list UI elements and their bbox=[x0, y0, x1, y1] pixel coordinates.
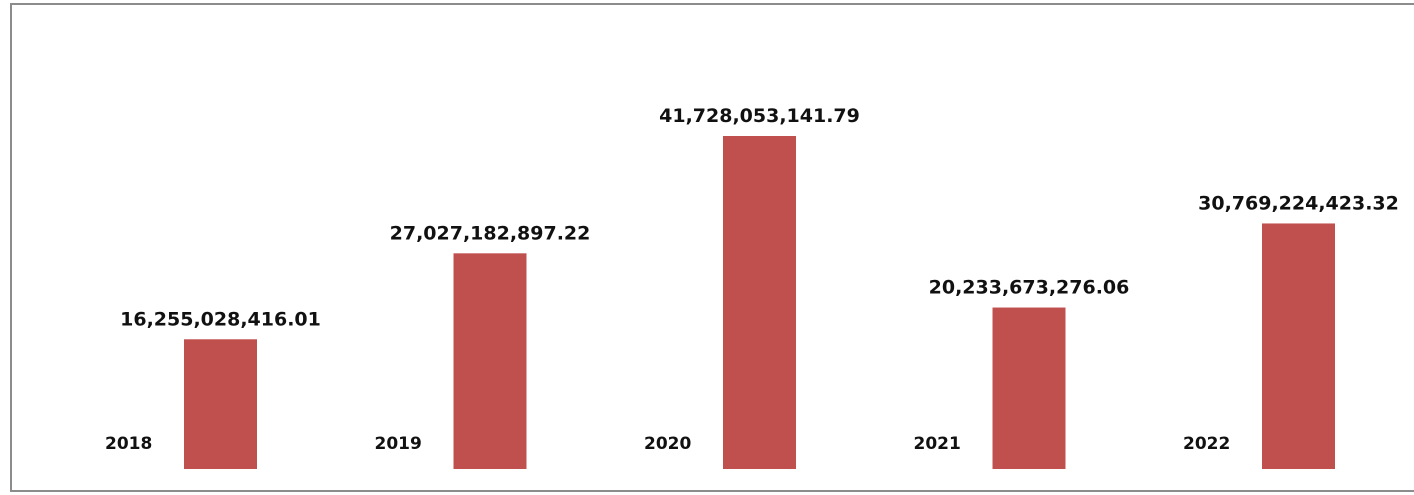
category-label-2021: 2021 bbox=[914, 434, 961, 454]
bar-2021 bbox=[992, 307, 1066, 469]
value-label-2018: 16,255,028,416.01 bbox=[120, 308, 321, 330]
value-label-2021: 20,233,673,276.06 bbox=[929, 277, 1130, 299]
value-label-2019: 27,027,182,897.22 bbox=[390, 222, 591, 244]
bar-2018 bbox=[184, 339, 257, 469]
category-label-2020: 2020 bbox=[644, 434, 691, 454]
bar-2019 bbox=[453, 253, 527, 469]
value-label-2022: 30,769,224,423.32 bbox=[1198, 192, 1399, 214]
category-label-2019: 2019 bbox=[375, 434, 422, 454]
bar-2022 bbox=[1262, 223, 1335, 469]
value-label-2020: 41,728,053,141.79 bbox=[659, 105, 860, 127]
category-label-2022: 2022 bbox=[1183, 434, 1230, 454]
value-labels-group: 16,255,028,416.01 27,027,182,897.22 41,728… bbox=[120, 105, 1399, 330]
category-labels-group: 2018 2019 2020 2021 2022 bbox=[105, 434, 1230, 454]
bars-group bbox=[184, 136, 1335, 469]
bar-2020 bbox=[723, 136, 796, 469]
category-label-2018: 2018 bbox=[105, 434, 152, 454]
